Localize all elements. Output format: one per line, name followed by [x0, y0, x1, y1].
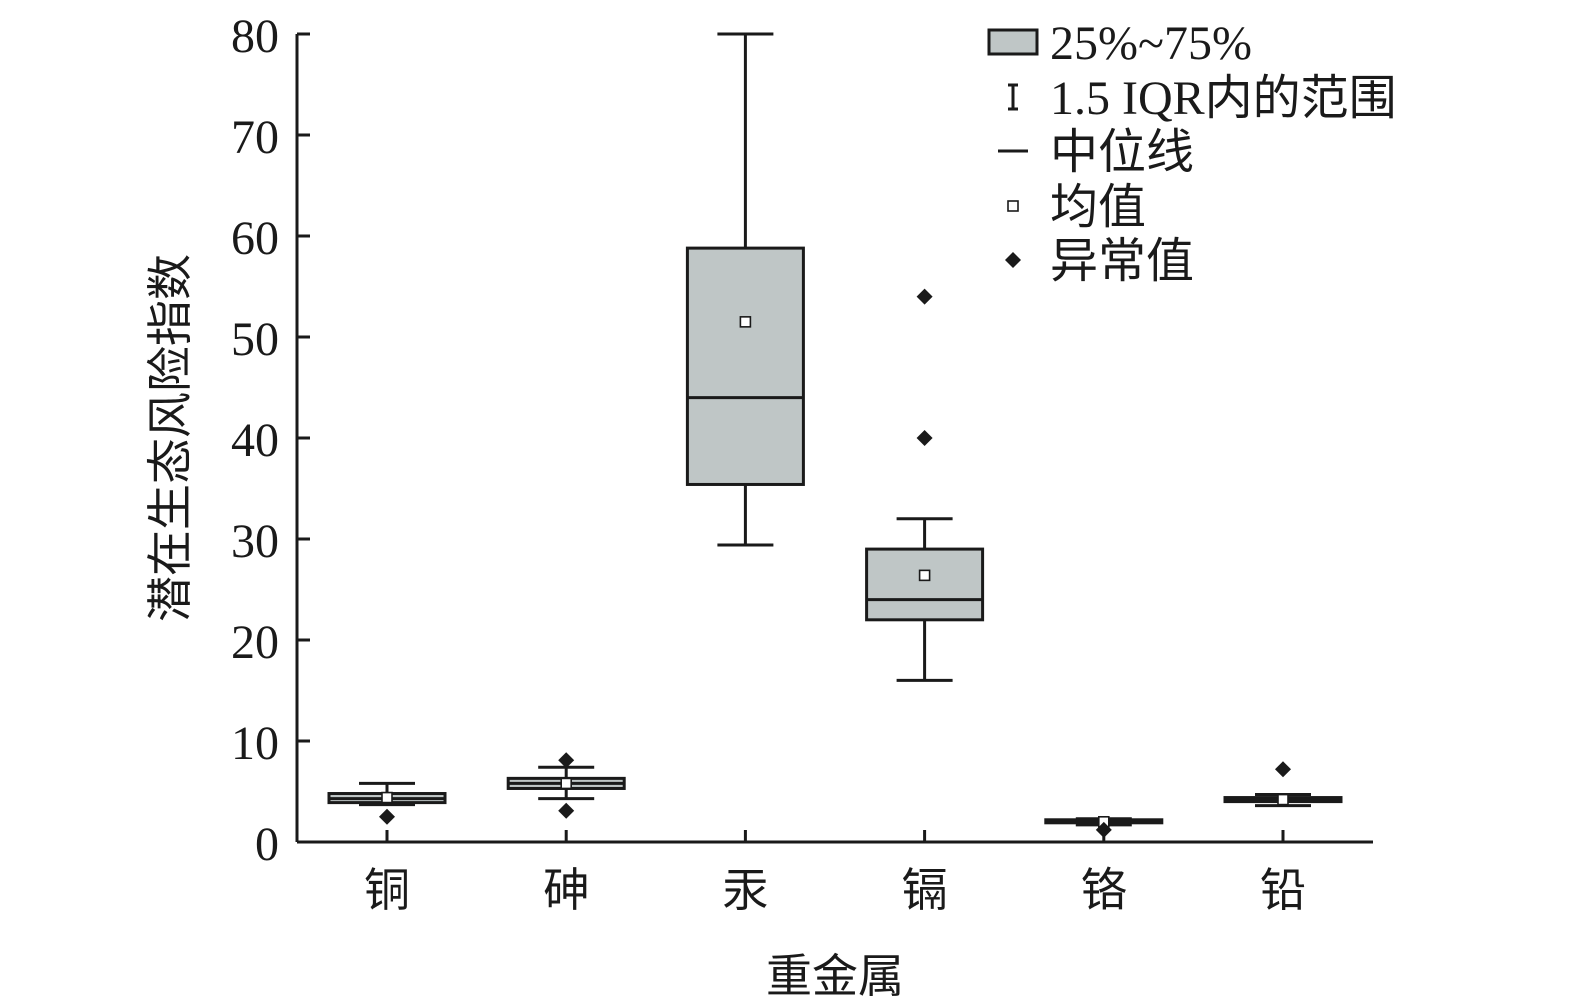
x-axis-title: 重金属	[766, 949, 904, 1003]
mean-marker-0	[381, 791, 393, 804]
axes: 0 10 20 30 40 50 60 70 80 铜 砷 汞 镉 铬 铅	[231, 10, 1373, 917]
y-tick-label-60: 60	[231, 212, 279, 265]
y-axis-title: 潜在生态风险指数	[143, 254, 197, 622]
box-group-4	[1044, 815, 1164, 838]
legend-label-median: 中位线	[1050, 126, 1194, 179]
y-tick-label-30: 30	[231, 515, 279, 568]
legend-swatch-mean	[1007, 200, 1019, 212]
legend-item-mean: 均值	[1007, 181, 1146, 234]
y-tick-label-0: 0	[255, 818, 279, 871]
legend-swatch-outlier	[1005, 252, 1021, 268]
x-tick-label-2: 汞	[722, 863, 768, 917]
outlier-point-1-1	[558, 802, 575, 819]
box-group-3	[865, 288, 985, 682]
legend-item-median: 中位线	[998, 126, 1194, 179]
x-tick-label-1: 砷	[543, 863, 589, 917]
x-tick-label-4: 铬	[1081, 863, 1127, 917]
y-tick-label-20: 20	[231, 616, 279, 669]
iqr-box-3	[865, 547, 985, 622]
boxes-layer	[327, 32, 1343, 838]
legend-label-box: 25%~75%	[1050, 17, 1252, 70]
outlier-point-0-0	[379, 808, 395, 825]
box-group-2	[685, 32, 805, 547]
outlier-point-4-0	[1095, 821, 1112, 838]
legend-item-outlier: 异常值	[1005, 235, 1194, 288]
x-tick-label-0: 铜	[364, 863, 410, 917]
outlier-point-5-0	[1275, 761, 1291, 778]
mean-marker-3	[918, 569, 931, 582]
mean-marker-5	[1277, 793, 1289, 806]
legend-item-box: 25%~75%	[987, 17, 1252, 70]
outlier-point-3-1	[916, 430, 933, 446]
legend-label-mean: 均值	[1050, 181, 1146, 234]
y-tick-label-40: 40	[231, 414, 279, 467]
y-tick-label-10: 10	[231, 717, 279, 770]
x-tick-label-3: 镉	[902, 863, 948, 917]
mean-marker-1	[560, 777, 573, 790]
box-group-5	[1223, 761, 1343, 808]
outlier-point-1-0	[558, 752, 575, 769]
y-tick-label-50: 50	[231, 313, 279, 366]
y-tick-label-70: 70	[231, 111, 279, 164]
x-tick-label-5: 铅	[1260, 863, 1306, 917]
outlier-point-3-0	[916, 288, 933, 305]
legend-label-outlier: 异常值	[1050, 235, 1194, 288]
mean-marker-2	[739, 316, 752, 328]
legend-label-whisker: 1.5 IQR内的范围	[1050, 72, 1397, 125]
y-tick-label-80: 80	[231, 10, 279, 63]
iqr-box-2	[685, 246, 805, 486]
legend-swatch-box	[987, 28, 1039, 56]
box-group-0	[327, 781, 447, 825]
box-group-1	[506, 752, 626, 819]
legend-item-whisker: 1.5 IQR内的范围	[1008, 72, 1397, 125]
